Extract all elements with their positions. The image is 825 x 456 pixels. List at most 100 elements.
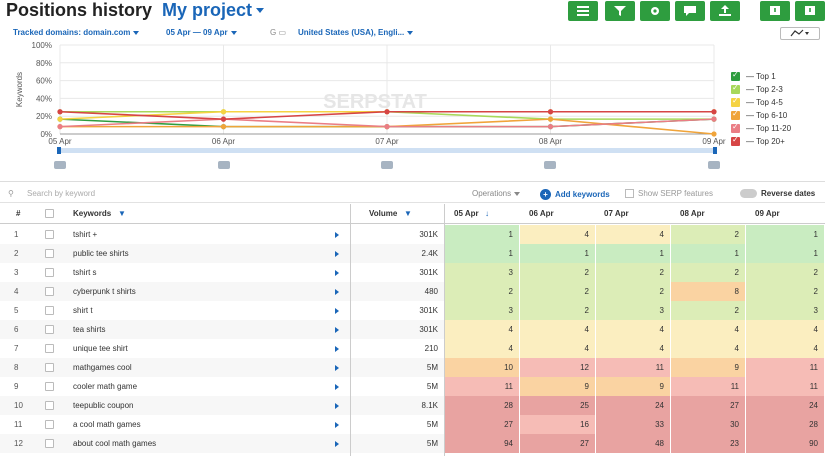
row-checkbox[interactable]	[45, 249, 54, 258]
row-number: 7	[14, 344, 19, 353]
row-checkbox[interactable]	[45, 363, 54, 372]
expand-arrow-icon[interactable]	[335, 289, 339, 295]
table-row[interactable]: 1 tshirt +301K 1 4 4 2 1	[0, 225, 825, 244]
keyword-cell[interactable]: tea shirts	[73, 325, 106, 334]
date-range-dropdown[interactable]: 05 Apr — 09 Apr	[166, 28, 237, 37]
annotation-icon	[218, 161, 230, 169]
row-checkbox[interactable]	[45, 439, 54, 448]
filter-icon[interactable]: ▼	[404, 209, 412, 218]
row-checkbox[interactable]	[45, 306, 54, 315]
expand-arrow-icon[interactable]	[335, 422, 339, 428]
table-row[interactable]: 10 teepublic coupon 8.1K 28 25 24 27 24	[0, 396, 825, 415]
annotation-icon	[381, 161, 393, 169]
keyword-cell[interactable]: unique tee shirt	[73, 344, 128, 353]
header-date-2[interactable]: 06 Apr	[529, 209, 554, 218]
table-row[interactable]: 8 mathgames cool 5M 10 12 11 9 11	[0, 358, 825, 377]
keyword-cell[interactable]: mathgames cool	[73, 363, 132, 372]
project-selector[interactable]: My project	[162, 0, 253, 20]
expand-arrow-icon[interactable]	[335, 441, 339, 447]
chart-type-toggle[interactable]	[780, 27, 820, 40]
keyword-cell[interactable]: public tee shirts	[73, 249, 129, 258]
checkbox-icon[interactable]	[731, 109, 740, 120]
position-cell: 23	[671, 434, 746, 453]
volume-cell: 301K	[419, 306, 438, 315]
checkbox-icon[interactable]	[731, 83, 740, 94]
row-checkbox[interactable]	[45, 401, 54, 410]
series-point	[220, 109, 227, 115]
position-cell: 27	[520, 434, 596, 453]
sort-down-icon[interactable]: ↓	[485, 209, 489, 218]
table-row[interactable]: 7 unique tee shirt 210 4 4 4 4 4	[0, 339, 825, 358]
table-row[interactable]: 12 about cool math games 5M 94 27 48 23 90	[0, 434, 825, 453]
expand-arrow-icon[interactable]	[335, 403, 339, 409]
table-row[interactable]: 6 tea shirts 301K 4 4 4 4 4	[0, 320, 825, 339]
expand-arrow-icon[interactable]	[335, 251, 339, 257]
list-view-button[interactable]	[568, 1, 598, 21]
keyword-cell[interactable]: cooler math game	[73, 382, 138, 391]
expand-arrow-icon[interactable]	[335, 346, 339, 352]
expand-arrow-icon[interactable]	[335, 365, 339, 371]
keyword-cell[interactable]: tshirt +	[73, 230, 98, 239]
add-keywords-button[interactable]: + Add keywords	[540, 189, 610, 200]
table-row[interactable]: 2 public tee shirts 2.4K 1 1 1 1 1	[0, 244, 825, 263]
expand-arrow-icon[interactable]	[335, 308, 339, 314]
header-date-4[interactable]: 08 Apr	[680, 209, 705, 218]
feedback-button[interactable]	[795, 1, 825, 21]
series-point	[711, 109, 717, 115]
header-date-5[interactable]: 09 Apr	[755, 209, 780, 218]
table-row[interactable]: 4 cyberpunk t shirts 480 2 2 2 8 2	[0, 282, 825, 301]
row-checkbox[interactable]	[45, 325, 54, 334]
reverse-dates-toggle[interactable]: Reverse dates	[740, 189, 815, 199]
settings-button[interactable]	[640, 1, 670, 21]
chevron-down-icon[interactable]	[256, 8, 264, 13]
header-date-3[interactable]: 07 Apr	[604, 209, 629, 218]
table-row[interactable]: 11 a cool math games 5M 27 16 33 30 28	[0, 415, 825, 434]
region-dropdown[interactable]: United States (USA), Engli...	[298, 28, 414, 37]
tracked-domains-label: Tracked domains: domain.com	[13, 28, 131, 37]
filter-icon[interactable]: ▼	[118, 209, 126, 218]
keyword-cell[interactable]: a cool math games	[73, 420, 141, 429]
checkbox-icon[interactable]	[731, 96, 740, 107]
y-axis-label: Keywords	[15, 72, 24, 107]
row-checkbox[interactable]	[45, 344, 54, 353]
row-checkbox[interactable]	[45, 420, 54, 429]
expand-arrow-icon[interactable]	[335, 384, 339, 390]
search-input[interactable]: Search by keyword	[27, 189, 96, 198]
position-cell: 28	[746, 415, 825, 434]
checkbox-icon[interactable]	[731, 122, 740, 133]
checkbox-icon[interactable]	[731, 135, 740, 146]
keyword-cell[interactable]: about cool math games	[73, 439, 157, 448]
keyword-cell[interactable]: teepublic coupon	[73, 401, 134, 410]
alert-button[interactable]	[760, 1, 790, 21]
filter-button[interactable]	[605, 1, 635, 21]
header-volume[interactable]: Volume	[369, 209, 398, 218]
position-cell: 2	[596, 263, 671, 282]
keyword-cell[interactable]: shirt t	[73, 306, 93, 315]
comments-button[interactable]	[675, 1, 705, 21]
table-row[interactable]: 9 cooler math game 5M 11 9 9 11 11	[0, 377, 825, 396]
select-all-checkbox[interactable]	[45, 209, 54, 218]
show-serp-label: Show SERP features	[638, 189, 714, 198]
checkbox-icon[interactable]	[731, 70, 740, 81]
volume-cell: 5M	[426, 382, 438, 391]
series-point	[547, 116, 554, 122]
expand-arrow-icon[interactable]	[335, 232, 339, 238]
keyword-cell[interactable]: cyberpunk t shirts	[73, 287, 136, 296]
expand-arrow-icon[interactable]	[335, 327, 339, 333]
expand-arrow-icon[interactable]	[335, 270, 339, 276]
export-button[interactable]	[710, 1, 740, 21]
row-checkbox[interactable]	[45, 268, 54, 277]
show-serp-toggle[interactable]: Show SERP features	[625, 189, 714, 199]
tracked-domains-dropdown[interactable]: Tracked domains: domain.com	[13, 28, 140, 37]
header-keywords[interactable]: Keywords	[73, 209, 112, 218]
row-checkbox[interactable]	[45, 382, 54, 391]
position-cell: 2	[520, 263, 596, 282]
header-date-1[interactable]: 05 Apr	[454, 209, 479, 218]
operations-dropdown[interactable]: Operations	[472, 189, 521, 198]
keyword-cell[interactable]: tshirt s	[73, 268, 97, 277]
table-row[interactable]: 5 shirt t 301K 3 2 3 2 3	[0, 301, 825, 320]
table-row[interactable]: 3 tshirt s 301K 3 2 2 2 2	[0, 263, 825, 282]
position-cell: 94	[444, 434, 520, 453]
row-checkbox[interactable]	[45, 230, 54, 239]
row-checkbox[interactable]	[45, 287, 54, 296]
